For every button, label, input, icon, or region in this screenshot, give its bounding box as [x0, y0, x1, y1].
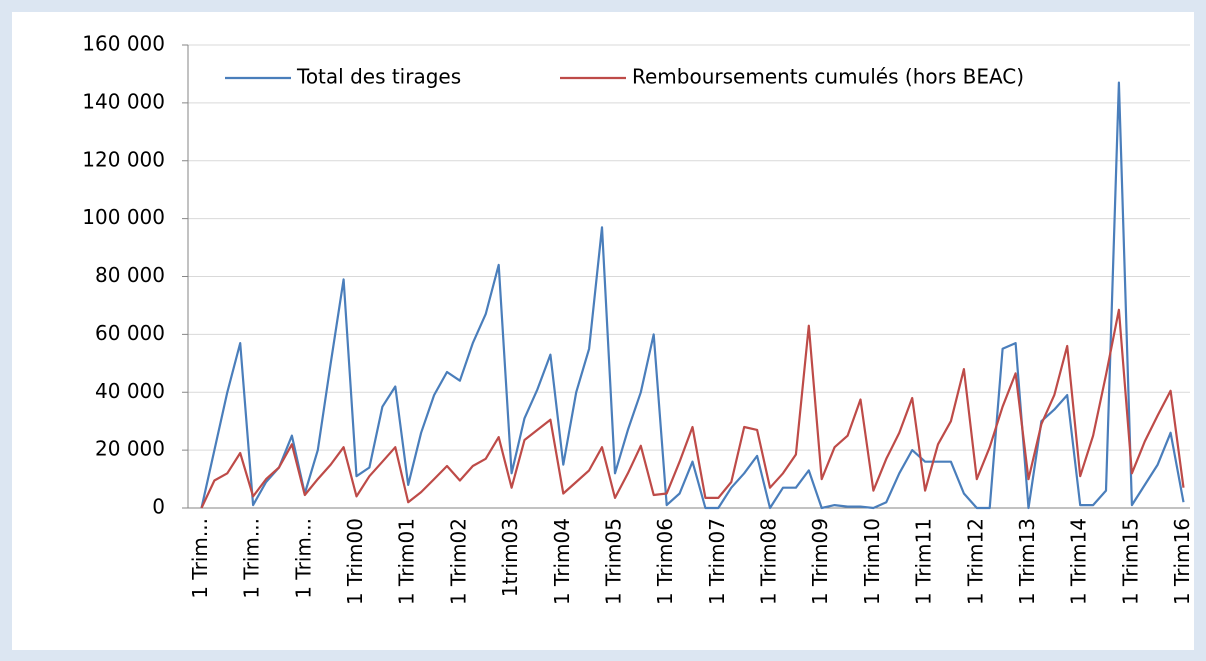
- x-tick-label: 1 Trim06: [653, 518, 677, 605]
- y-tick-label: 120 000: [82, 147, 165, 171]
- x-tick-label: 1 Trim...: [291, 518, 315, 599]
- legend-label: Total des tirages: [296, 65, 461, 89]
- x-tick-label: 1 Trim15: [1118, 518, 1142, 605]
- x-tick-label: 1 Trim08: [757, 518, 781, 605]
- x-tick-label: 1 Trim04: [550, 518, 574, 605]
- y-tick-label: 40 000: [95, 379, 165, 403]
- y-tick-label: 160 000: [82, 32, 165, 56]
- x-tick-label: 1 Trim07: [705, 518, 729, 605]
- x-tick-label: 1 Trim...: [240, 518, 264, 599]
- x-tick-label: 1trim03: [498, 518, 522, 597]
- x-tick-label: 1 Trim14: [1067, 518, 1091, 605]
- y-tick-label: 60 000: [95, 321, 165, 345]
- y-tick-label: 0: [152, 495, 165, 519]
- x-tick-label: 1 Trim05: [601, 518, 625, 605]
- x-tick-label: 1 Trim01: [395, 518, 419, 605]
- series-line: [200, 308, 1185, 509]
- x-tick-label: 1 Trim12: [963, 518, 987, 605]
- x-tick-label: 1 Trim13: [1015, 518, 1039, 605]
- y-tick-label: 20 000: [95, 437, 165, 461]
- x-tick-label: 1 Trim11: [912, 518, 936, 605]
- x-tick-label: 1 Trim10: [860, 518, 884, 605]
- y-tick-label: 80 000: [95, 263, 165, 287]
- x-tick-label: 1 Trim02: [446, 518, 470, 605]
- y-tick-label: 100 000: [82, 205, 165, 229]
- x-tick-label: 1 Trim...: [188, 518, 212, 599]
- legend-label: Remboursements cumulés (hors BEAC): [632, 65, 1024, 89]
- chart-area: [12, 12, 1194, 650]
- x-tick-label: 1 Trim09: [808, 518, 832, 605]
- series-line: [200, 81, 1185, 510]
- y-tick-label: 140 000: [82, 89, 165, 113]
- x-tick-label: 1 Trim16: [1170, 518, 1194, 605]
- x-tick-label: 1 Trim00: [343, 518, 367, 605]
